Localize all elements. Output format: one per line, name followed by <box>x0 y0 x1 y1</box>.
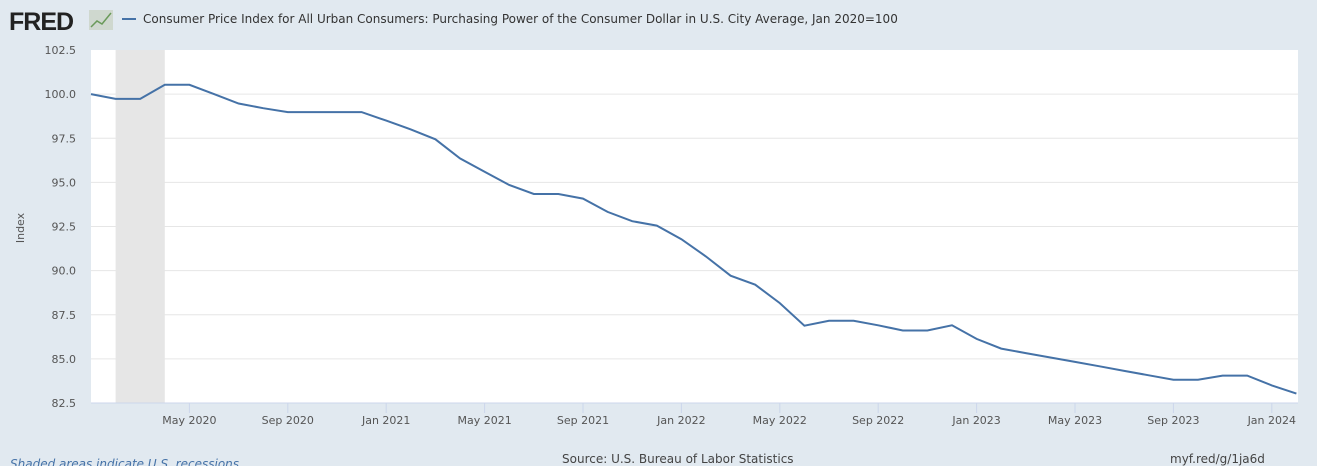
fred-logo-text: FRED <box>9 8 73 36</box>
data-point[interactable] <box>703 254 709 260</box>
data-point[interactable] <box>1121 368 1127 374</box>
recession-note[interactable]: Shaded areas indicate U.S. recessions <box>10 457 239 466</box>
x-tick-label: May 2020 <box>162 414 216 427</box>
data-point[interactable] <box>408 126 414 132</box>
data-point[interactable] <box>211 91 217 97</box>
data-point[interactable] <box>1244 373 1250 379</box>
data-point[interactable] <box>383 118 389 124</box>
fred-logo[interactable]: FRED <box>9 8 113 36</box>
data-point[interactable] <box>113 96 119 102</box>
gridlines <box>91 93 1298 360</box>
data-point[interactable] <box>260 105 266 111</box>
data-point[interactable] <box>728 273 734 279</box>
legend-label: Consumer Price Index for All Urban Consu… <box>143 12 898 26</box>
x-axis: May 2020 Sep 2020 Jan 2021 May 2021 Sep 2021… <box>91 402 1298 427</box>
y-tick-label: 92.5 <box>52 221 77 234</box>
data-point[interactable] <box>88 91 94 97</box>
y-tick-label: 102.5 <box>45 44 77 57</box>
data-point[interactable] <box>900 327 906 333</box>
x-tick-label: May 2023 <box>1048 414 1102 427</box>
x-tick-label: Sep 2020 <box>262 414 314 427</box>
data-point[interactable] <box>801 323 807 329</box>
data-point[interactable] <box>359 109 365 115</box>
data-point[interactable] <box>531 191 537 197</box>
data-point[interactable] <box>826 318 832 324</box>
x-tick-label: Jan 2023 <box>951 414 1000 427</box>
data-point[interactable] <box>629 218 635 224</box>
data-point[interactable] <box>752 282 758 288</box>
data-point[interactable] <box>309 109 315 115</box>
data-point[interactable] <box>1146 372 1152 378</box>
data-point[interactable] <box>998 346 1004 352</box>
data-point[interactable] <box>1170 377 1176 383</box>
data-point[interactable] <box>974 336 980 342</box>
data-point[interactable] <box>1293 391 1299 397</box>
data-point[interactable] <box>1269 382 1275 388</box>
x-tick-label: Sep 2023 <box>1147 414 1199 427</box>
fred-logo-graph-icon <box>89 10 113 30</box>
y-tick-label: 95.0 <box>52 176 77 189</box>
data-point[interactable] <box>1097 363 1103 369</box>
data-point[interactable] <box>334 109 340 115</box>
data-point[interactable] <box>482 169 488 175</box>
data-point[interactable] <box>137 96 143 102</box>
data-point[interactable] <box>1023 350 1029 356</box>
data-point[interactable] <box>285 109 291 115</box>
data-point[interactable] <box>1220 373 1226 379</box>
data-point[interactable] <box>605 209 611 215</box>
data-point[interactable] <box>506 182 512 188</box>
data-point[interactable] <box>851 318 857 324</box>
data-point[interactable] <box>924 327 930 333</box>
x-tick-label: Sep 2021 <box>557 414 609 427</box>
data-point[interactable] <box>432 136 438 142</box>
short-url[interactable]: myf.red/g/1ja6d <box>1170 452 1265 466</box>
y-tick-label: 87.5 <box>52 309 77 322</box>
data-point[interactable] <box>1047 354 1053 360</box>
data-point[interactable] <box>875 322 881 328</box>
y-tick-label: 90.0 <box>52 265 77 278</box>
data-point[interactable] <box>1195 377 1201 383</box>
y-axis-label: Index <box>14 212 27 243</box>
x-tick-label: May 2022 <box>753 414 807 427</box>
x-tick-label: May 2021 <box>457 414 511 427</box>
data-point[interactable] <box>162 82 168 88</box>
y-axis: 82.5 85.0 87.5 90.0 92.5 95.0 97.5 100.0 102.5 <box>45 44 77 410</box>
data-point[interactable] <box>186 82 192 88</box>
source-note: Source: U.S. Bureau of Labor Statistics <box>562 452 794 466</box>
y-tick-label: 97.5 <box>52 132 77 145</box>
x-tick-label: Jan 2024 <box>1247 414 1296 427</box>
data-point[interactable] <box>555 191 561 197</box>
series-line[interactable] <box>90 83 1297 395</box>
data-point[interactable] <box>949 322 955 328</box>
y-tick-label: 82.5 <box>52 397 77 410</box>
x-tick-label: Sep 2022 <box>852 414 904 427</box>
y-tick-label: 100.0 <box>45 88 77 101</box>
data-point[interactable] <box>457 155 463 161</box>
data-point[interactable] <box>654 223 660 229</box>
y-tick-label: 85.0 <box>52 353 77 366</box>
data-point[interactable] <box>1072 359 1078 365</box>
data-point[interactable] <box>678 236 684 242</box>
data-point[interactable] <box>580 196 586 202</box>
x-tick-label: Jan 2021 <box>361 414 410 427</box>
data-point[interactable] <box>777 300 783 306</box>
data-point[interactable] <box>236 100 242 106</box>
x-tick-label: Jan 2022 <box>656 414 705 427</box>
fred-logo-line-icon <box>90 12 112 28</box>
